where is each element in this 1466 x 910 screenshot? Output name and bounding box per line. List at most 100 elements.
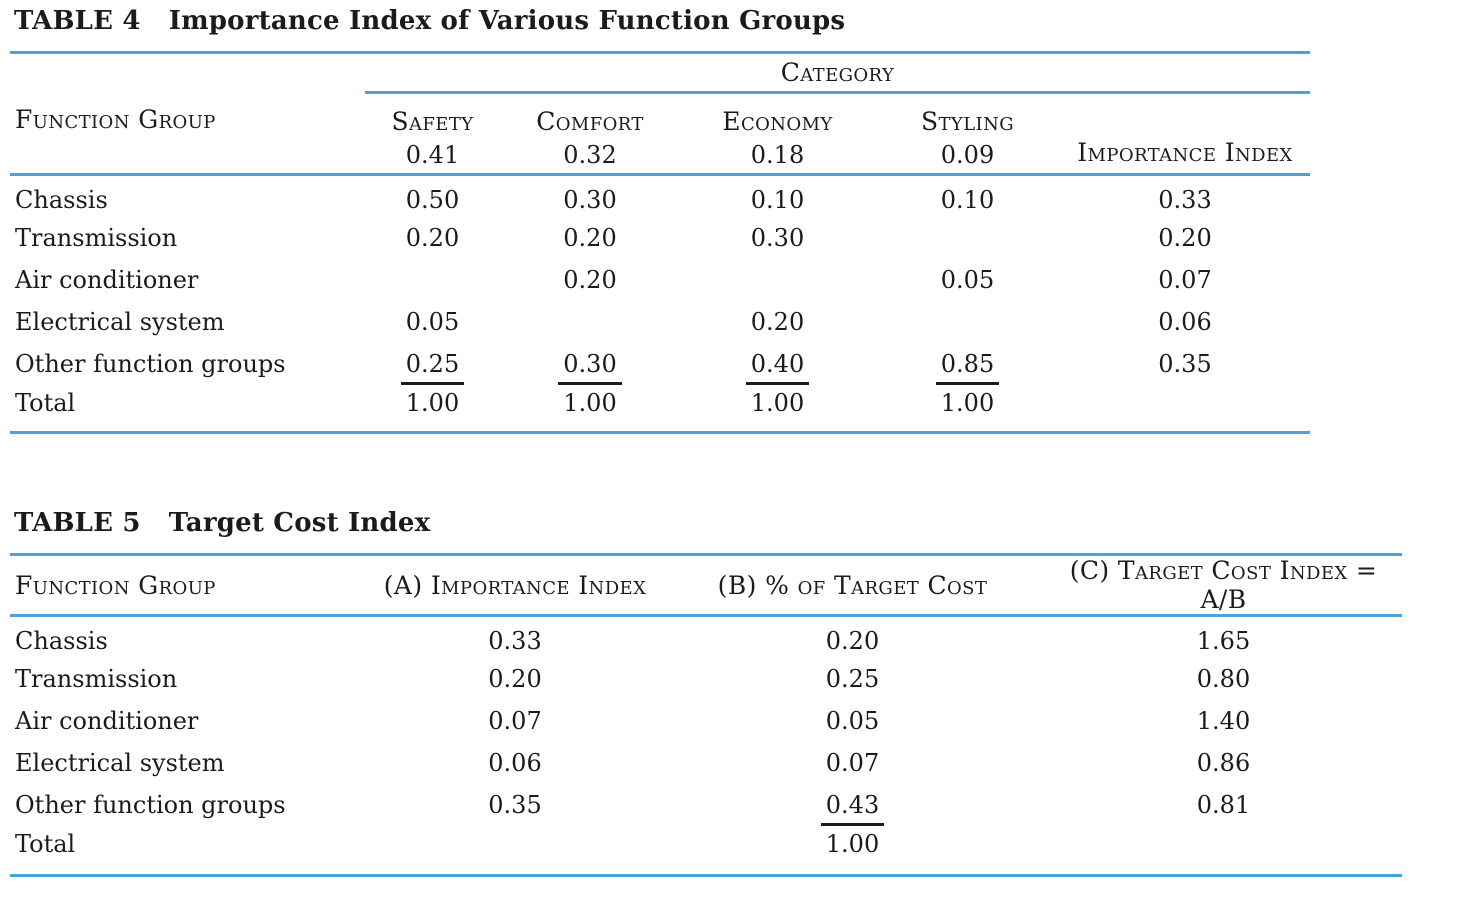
cell-importance-index: 0.35: [488, 790, 542, 819]
cell-importance-index: 0.33: [488, 627, 542, 656]
cell-styling: [875, 301, 1060, 343]
cell-economy: 0.20: [750, 307, 805, 336]
table4: Category Function Group Safety 0.41 Comf…: [10, 51, 1310, 434]
cell-importance-index: 0.20: [488, 664, 542, 693]
table5-title-text: Target Cost Index: [168, 508, 431, 538]
table5-title-label: TABLE 5: [14, 508, 141, 538]
column-header-economy: Economy 0.18: [680, 92, 875, 176]
cell-function-group: Other function groups: [15, 349, 286, 378]
cell-comfort: 0.30: [563, 186, 617, 215]
category-name: Styling: [920, 107, 1014, 136]
cell-target-cost-pct: 0.07: [825, 748, 880, 777]
cell-function-group: Total: [15, 829, 76, 858]
cell-styling: 1.00: [940, 388, 995, 417]
cell-styling: 0.10: [940, 186, 995, 215]
cell-comfort: 0.20: [563, 265, 617, 294]
cell-function-group: Air conditioner: [15, 706, 199, 735]
category-spacer-cell: [10, 53, 365, 93]
cell-economy: 0.30: [750, 223, 805, 252]
table4-section: TABLE 4 Importance Index of Various Funct…: [10, 6, 1466, 434]
category-name: Economy: [722, 107, 833, 136]
table4-title-text: Importance Index of Various Function Gro…: [168, 6, 846, 36]
cell-comfort: [500, 301, 680, 343]
cell-importance-index: 0.33: [1158, 186, 1212, 215]
table-row: Total 1.00 1.00 1.00 1.00: [10, 385, 1310, 433]
cell-comfort: 0.20: [563, 223, 617, 252]
table4-header-row: Function Group Safety 0.41 Comfort 0.32 …: [10, 92, 1310, 176]
cell-function-group: Air conditioner: [15, 265, 199, 294]
table5-header-row: Function Group (A) Importance Index (B) …: [10, 554, 1402, 617]
cell-styling: 0.05: [940, 265, 995, 294]
cell-importance-index: [1060, 385, 1310, 433]
cell-importance-index: 0.07: [1158, 265, 1212, 294]
cell-safety: [365, 259, 500, 301]
cell-target-cost-pct: 0.25: [825, 664, 880, 693]
cell-target-cost-pct: 1.00: [825, 829, 880, 858]
cell-function-group: Transmission: [15, 664, 178, 693]
category-span-cell: Category: [365, 52, 1310, 94]
category-weight: 0.41: [405, 141, 460, 169]
cell-target-cost-index: 1.65: [1196, 627, 1251, 656]
column-header-importance-index: Importance Index: [1060, 92, 1310, 176]
cell-target-cost-index: 1.40: [1196, 706, 1251, 735]
cell-economy: 0.40: [680, 343, 875, 385]
cell-target-cost-pct: 0.20: [825, 627, 880, 656]
cell-economy: 1.00: [750, 388, 805, 417]
table5-title: TABLE 5 Target Cost Index: [14, 508, 1466, 538]
table-row: Total 1.00: [10, 826, 1402, 876]
category-header: Category: [780, 58, 895, 87]
cell-comfort: 1.00: [563, 388, 617, 417]
column-header-function-group: Function Group: [10, 554, 370, 617]
cell-styling: 0.85: [875, 343, 1060, 385]
cell-function-group: Other function groups: [15, 790, 286, 819]
table5: Function Group (A) Importance Index (B) …: [10, 553, 1402, 877]
cell-importance-index: 0.06: [1158, 307, 1212, 336]
cell-economy: [680, 259, 875, 301]
table-row: Transmission 0.20 0.20 0.30 0.20: [10, 217, 1310, 259]
table-row: Other function groups 0.25 0.30 0.40 0.8…: [10, 343, 1310, 385]
cell-styling: [875, 217, 1060, 259]
category-weight: 0.32: [563, 141, 617, 169]
column-header-comfort: Comfort 0.32: [500, 92, 680, 176]
column-header-target-cost-pct-b: (B) % of Target Cost: [660, 554, 1045, 617]
cell-safety: 0.25: [365, 343, 500, 385]
cell-importance-index: 0.20: [1158, 223, 1212, 252]
column-header-importance-index-a: (A) Importance Index: [370, 554, 660, 617]
cell-safety: 0.20: [405, 223, 460, 252]
cell-importance-index: 0.35: [1158, 349, 1212, 378]
cell-safety: 1.00: [405, 388, 460, 417]
table-row: Chassis 0.50 0.30 0.10 0.10 0.33: [10, 175, 1310, 217]
table5-section: TABLE 5 Target Cost Index Function Group …: [10, 508, 1466, 877]
category-spanner-row: Category: [10, 52, 1310, 94]
cell-function-group: Chassis: [15, 186, 108, 215]
cell-target-cost-index: 0.81: [1196, 790, 1251, 819]
cell-importance-index: 0.07: [488, 706, 542, 735]
cell-safety: 0.05: [405, 307, 460, 336]
cell-target-cost-index: 0.86: [1196, 748, 1251, 777]
column-header-styling: Styling 0.09: [875, 92, 1060, 176]
table4-title: TABLE 4 Importance Index of Various Funct…: [14, 6, 1466, 36]
table-row: Air conditioner 0.20 0.05 0.07: [10, 259, 1310, 301]
table-row: Air conditioner 0.07 0.05 1.40: [10, 700, 1402, 742]
table-row: Chassis 0.33 0.20 1.65: [10, 616, 1402, 658]
category-weight: 0.18: [750, 141, 805, 169]
cell-target-cost-index: [1045, 826, 1402, 876]
cell-function-group: Chassis: [15, 627, 108, 656]
category-weight: 0.09: [940, 141, 995, 169]
table-row: Other function groups 0.35 0.43 0.81: [10, 784, 1402, 826]
table-row: Transmission 0.20 0.25 0.80: [10, 658, 1402, 700]
cell-function-group: Transmission: [15, 223, 178, 252]
cell-function-group: Total: [15, 388, 76, 417]
cell-target-cost-pct: 0.43: [660, 784, 1045, 826]
column-header-function-group: Function Group: [10, 92, 365, 176]
table-row: Electrical system 0.05 0.20 0.06: [10, 301, 1310, 343]
column-header-target-cost-index-c: (C) Target Cost Index = A/B: [1045, 554, 1402, 617]
cell-target-cost-pct: 0.05: [825, 706, 880, 735]
column-header-safety: Safety 0.41: [365, 92, 500, 176]
cell-function-group: Electrical system: [15, 748, 225, 777]
category-name: Safety: [391, 107, 474, 136]
cell-target-cost-index: 0.80: [1196, 664, 1251, 693]
cell-comfort: 0.30: [500, 343, 680, 385]
category-name: Comfort: [536, 107, 644, 136]
